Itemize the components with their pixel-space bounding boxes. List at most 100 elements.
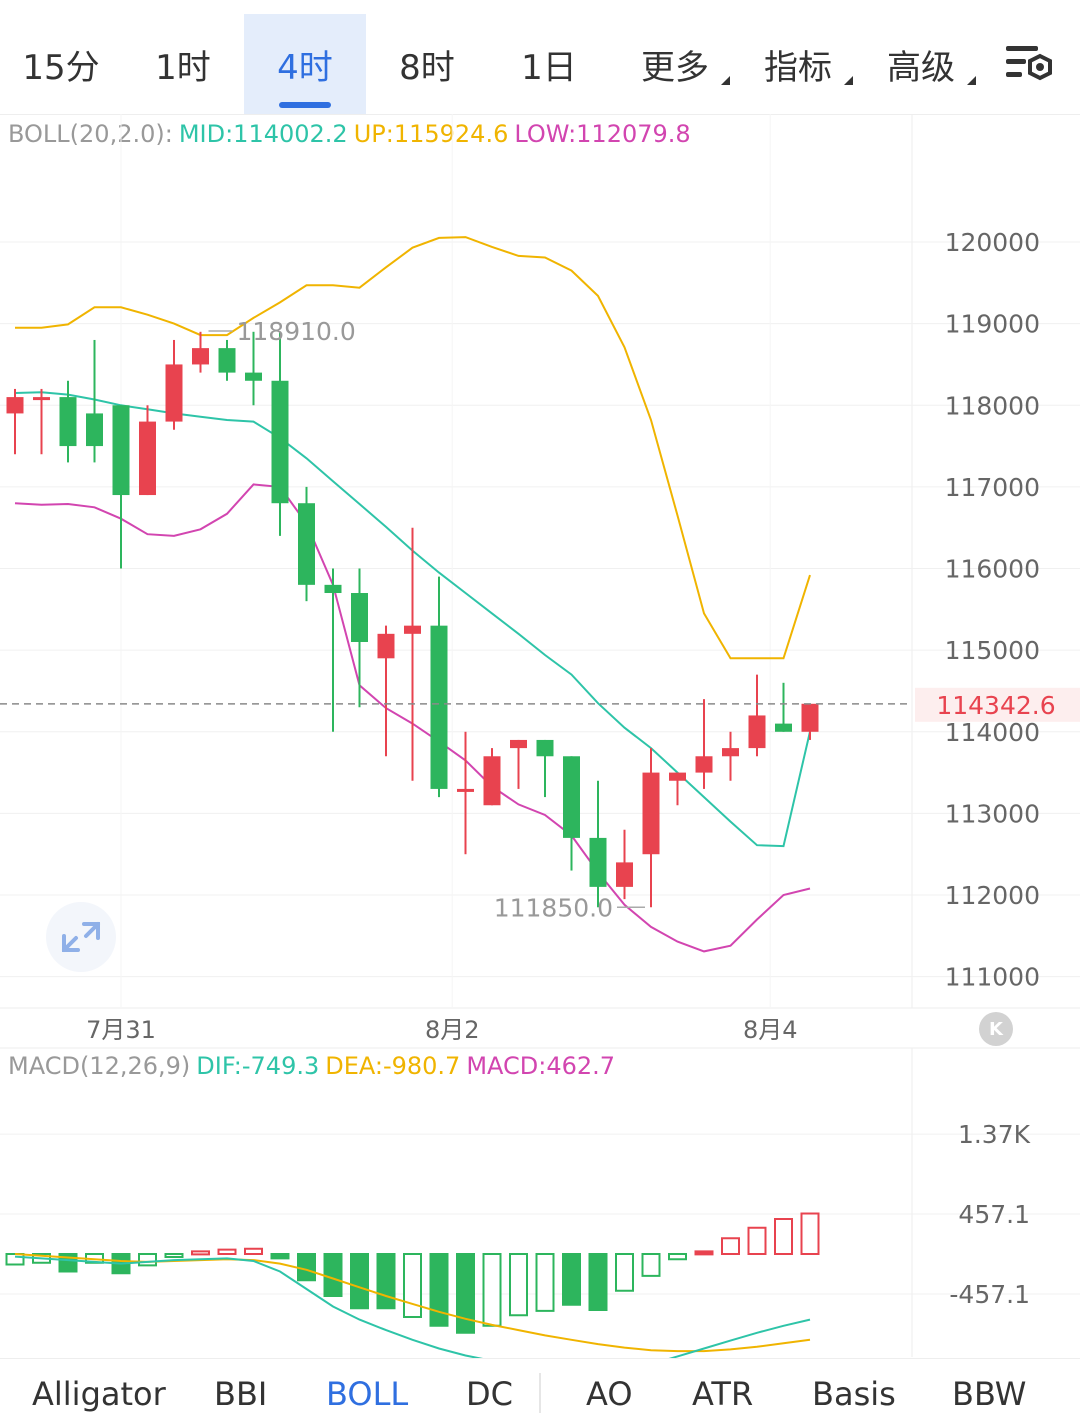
candle xyxy=(165,339,183,430)
boll-legend-name: BOLL(20,2.0): xyxy=(8,120,173,148)
macd-y-tick-label: -457.1 xyxy=(949,1280,1030,1309)
candle-body xyxy=(430,625,448,789)
candle-body xyxy=(59,397,77,447)
candle xyxy=(59,380,77,463)
indicator-tabbar: Alligator BBI BOLL DC AO ATR Basis BBW xyxy=(0,1358,1080,1426)
candle-body xyxy=(404,625,421,634)
macd-histogram-bar xyxy=(509,1253,528,1317)
macd-histogram-bar xyxy=(217,1248,237,1255)
candle-body xyxy=(33,397,50,401)
macd-y-tick-label: 457.1 xyxy=(958,1200,1030,1229)
macd-histogram-bar xyxy=(615,1253,634,1292)
tab-1d[interactable]: 1日 xyxy=(488,14,610,114)
indicator-tab-alligator[interactable]: Alligator xyxy=(32,1375,166,1413)
dropdown-triangle-icon xyxy=(721,76,730,85)
candle xyxy=(430,576,448,798)
macd-legend-name: MACD(12,26,9) xyxy=(8,1052,191,1080)
candle xyxy=(695,699,713,789)
current-price-label: 114342.6 xyxy=(936,691,1055,720)
tab-label: 指标 xyxy=(764,47,832,88)
candle xyxy=(404,527,421,781)
candle-body xyxy=(139,421,156,496)
macd-legend-dif: DIF:-749.3 xyxy=(196,1052,320,1080)
timeframe-tabbar: 15分 1时 4时 8时 1日 更多 指标 高级 xyxy=(0,0,1080,115)
indicator-tab-boll[interactable]: BOLL xyxy=(326,1375,409,1413)
macd-dif-line xyxy=(14,1255,811,1358)
candle xyxy=(669,772,686,806)
y-tick-label: 118000 xyxy=(945,391,1040,420)
x-tick-label: 7月31 xyxy=(86,1016,156,1044)
macd-histogram-bar xyxy=(668,1253,687,1261)
boll-upper-line xyxy=(15,236,811,660)
candle xyxy=(748,674,766,757)
macd-histogram-bar xyxy=(429,1253,449,1327)
indicator-tab-basis[interactable]: Basis xyxy=(812,1375,896,1413)
dropdown-triangle-icon xyxy=(844,76,853,85)
macd-y-tick-label: 1.37K xyxy=(958,1120,1031,1149)
tab-4h[interactable]: 4时 xyxy=(244,14,366,114)
tab-8h[interactable]: 8时 xyxy=(366,14,488,114)
x-tick-label: 8月4 xyxy=(743,1016,798,1044)
tab-label: 1日 xyxy=(521,47,577,88)
candle xyxy=(801,703,819,740)
macd-legend-dea: DEA:-980.7 xyxy=(325,1052,461,1080)
candle xyxy=(563,756,580,871)
candle-body xyxy=(324,584,342,594)
macd-histogram-bar xyxy=(747,1226,767,1255)
price-chart[interactable]: 120000 119000 118000 117000 116000 115000 1140… xyxy=(0,114,1080,1358)
y-tick-label: 119000 xyxy=(945,310,1040,339)
dropdown-triangle-icon xyxy=(967,76,976,85)
chart-settings-icon[interactable] xyxy=(1000,40,1060,90)
candle-body xyxy=(510,739,527,749)
macd-histogram-bar xyxy=(774,1218,793,1255)
macd-histogram-bar xyxy=(191,1250,210,1256)
macd-legend-macd: MACD:462.7 xyxy=(466,1052,616,1080)
macd-histogram-bar xyxy=(5,1253,25,1266)
candle-body xyxy=(536,739,554,757)
y-tick-label: 113000 xyxy=(945,799,1040,828)
fullscreen-expand-icon[interactable] xyxy=(46,902,116,972)
macd-histogram-bar xyxy=(164,1253,184,1258)
indicator-tab-atr[interactable]: ATR xyxy=(692,1375,754,1413)
tab-label: 4时 xyxy=(277,47,333,88)
macd-histogram-bar xyxy=(535,1253,555,1312)
y-tick-label: 114000 xyxy=(945,718,1040,747)
macd-histogram-bar xyxy=(562,1253,581,1306)
tab-15min[interactable]: 15分 xyxy=(0,14,122,114)
scroll-to-latest-icon[interactable]: K xyxy=(979,1012,1013,1046)
indicator-tab-ao[interactable]: AO xyxy=(586,1375,633,1413)
candle xyxy=(589,780,607,908)
indicator-tab-bbw[interactable]: BBW xyxy=(952,1375,1027,1413)
boll-legend-mid: MID:114002.2 xyxy=(178,120,348,148)
candle-body xyxy=(563,756,580,838)
candle xyxy=(536,739,554,798)
macd-legend: MACD(12,26,9) DIF:-749.3 DEA:-980.7 MACD:46… xyxy=(8,1052,621,1080)
tab-indicators[interactable]: 指标 xyxy=(745,14,853,114)
macd-histogram-bar xyxy=(800,1212,820,1256)
candle-body xyxy=(86,413,103,447)
candle-body xyxy=(616,862,633,887)
candle xyxy=(642,748,660,908)
candle xyxy=(457,731,474,855)
x-tick-label: 8月2 xyxy=(425,1016,480,1044)
macd-histogram-bar xyxy=(482,1253,502,1327)
candle xyxy=(6,388,24,455)
candle-body xyxy=(218,348,236,373)
candle-body xyxy=(165,364,183,422)
candle xyxy=(298,486,315,602)
tab-advanced[interactable]: 高级 xyxy=(868,14,976,114)
tab-label: 15分 xyxy=(22,47,100,88)
tab-1h[interactable]: 1时 xyxy=(122,14,244,114)
low-marker-label: 111850.0 xyxy=(494,893,613,922)
y-tick-label: 112000 xyxy=(945,881,1040,910)
boll-legend: BOLL(20,2.0): MID:114002.2 UP:115924.6 LOW:… xyxy=(8,120,697,148)
candle-body xyxy=(351,593,368,642)
indicator-tab-bbi[interactable]: BBI xyxy=(214,1375,268,1413)
tab-more[interactable]: 更多 xyxy=(622,14,730,114)
candle xyxy=(616,829,633,900)
candle xyxy=(775,682,792,732)
macd-histogram-bar xyxy=(323,1253,343,1297)
indicator-tab-dc[interactable]: DC xyxy=(466,1375,513,1413)
candle-body xyxy=(775,723,792,732)
macd-histogram-bar xyxy=(403,1253,422,1318)
